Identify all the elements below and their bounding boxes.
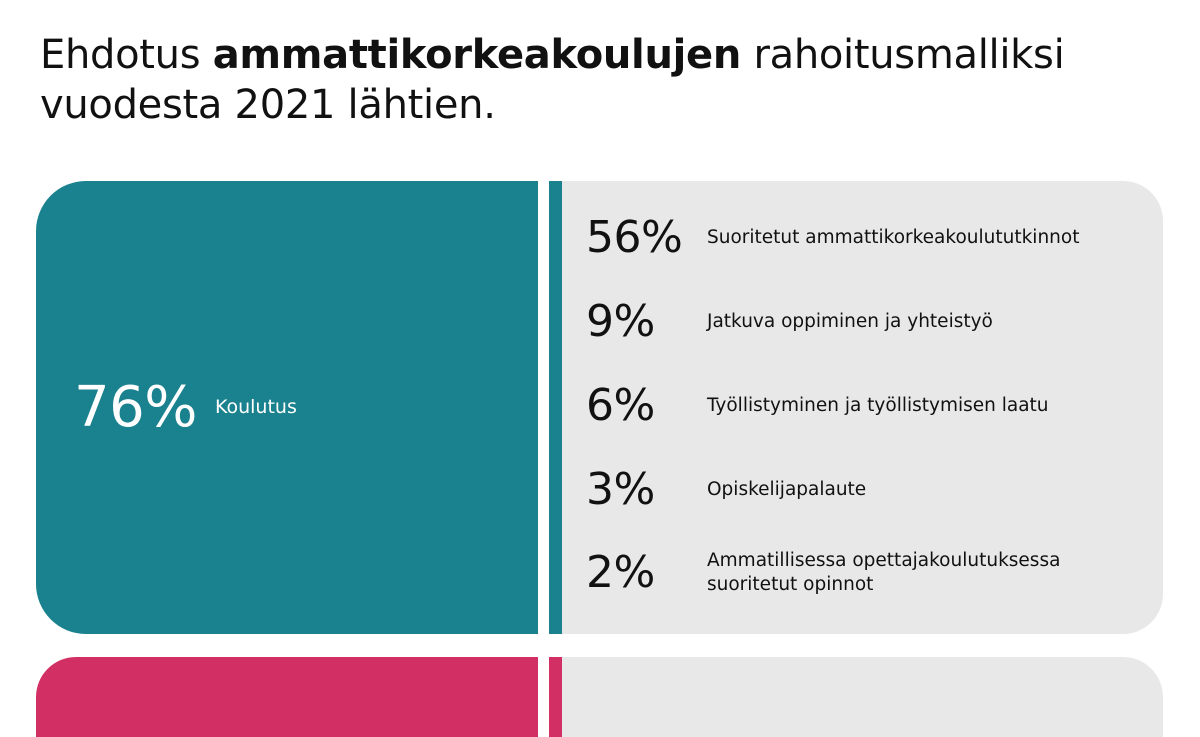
section-divider xyxy=(549,181,562,634)
breakdown-item-degrees: 56% Suoritetut ammattikorkeakoulututkinn… xyxy=(586,208,1146,268)
breakdown-item-value: 2% xyxy=(586,547,655,598)
breakdown-item-employment: 6% Työllistyminen ja työllistymisen laat… xyxy=(586,376,1146,436)
title-prefix: Ehdotus xyxy=(40,32,213,78)
breakdown-item-label: Työllistyminen ja työllistymisen laatu xyxy=(707,395,1049,416)
education-share-value: 76% xyxy=(74,374,197,440)
breakdown-item-label: Jatkuva oppiminen ja yhteistyö xyxy=(707,311,993,332)
breakdown-item-label: Ammatillisessa opettajakoulutuksessa suo… xyxy=(707,550,1061,595)
breakdown-item-teacher-education: 2% Ammatillisessa opettajakoulutuksessa … xyxy=(586,543,1146,603)
breakdown-item-value: 9% xyxy=(586,296,655,347)
title-suffix: rahoitusmalliksi vuodesta 2021 lähtien. xyxy=(40,32,1065,128)
breakdown-item-value: 6% xyxy=(586,380,655,431)
breakdown-item-label: Opiskelijapalaute xyxy=(707,479,867,500)
breakdown-item-label: Suoritetut ammattikorkeakoulututkinnot xyxy=(707,227,1080,248)
title-bold: ammattikorkeakoulujen xyxy=(212,32,742,78)
next-section-block xyxy=(36,657,538,737)
breakdown-item-continuous-learning: 9% Jatkuva oppiminen ja yhteistyö xyxy=(586,292,1146,352)
next-section-panel xyxy=(562,657,1163,737)
education-share-label: Koulutus xyxy=(214,395,297,418)
page-title: Ehdotus ammattikorkeakoulujen rahoitusma… xyxy=(40,30,1160,130)
education-share: 76% Koulutus xyxy=(36,374,297,440)
breakdown-item-value: 56% xyxy=(586,212,683,263)
education-share-block: 76% Koulutus xyxy=(36,181,538,634)
next-section-divider xyxy=(549,657,562,737)
breakdown-panel: 56% Suoritetut ammattikorkeakoulututkinn… xyxy=(562,181,1163,634)
breakdown-item-value: 3% xyxy=(586,464,655,515)
breakdown-item-student-feedback: 3% Opiskelijapalaute xyxy=(586,460,1146,520)
